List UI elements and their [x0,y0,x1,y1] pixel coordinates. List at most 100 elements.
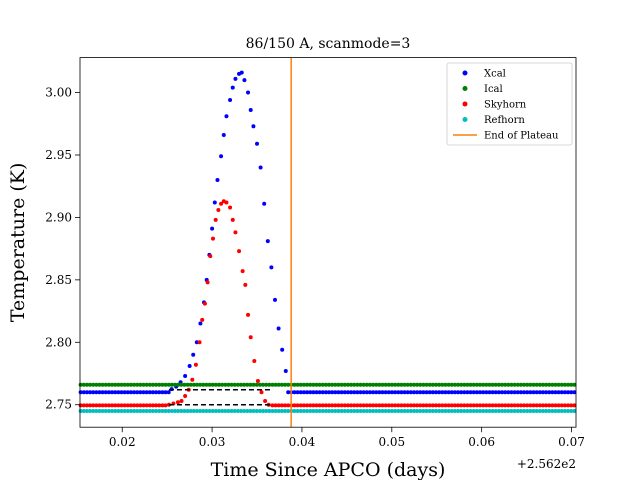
ical-point [91,382,96,387]
ical-point [270,382,275,387]
xcal-point [506,390,511,395]
ical-point [317,382,322,387]
ical-point [191,382,196,387]
ical-point [160,382,165,387]
xcal-point [411,390,416,395]
ical-point [522,382,527,387]
xcal-point [389,390,394,395]
skyhorn-point [138,403,143,408]
xcal-point [301,390,306,395]
ticks-layer: 0.02 0.03 0.04 0.05 0.06 0.07 2.75 2.80 2.85 2.90… [45,86,585,450]
legend-marker-skyhorn [462,101,468,107]
skyhorn-point [224,200,229,205]
skyhorn-point [349,403,354,408]
refhorn-point [434,408,439,413]
skyhorn-point [259,390,264,395]
skyhorn-point [270,403,275,408]
ical-point [179,382,184,387]
refhorn-point [188,408,193,413]
ical-point [540,382,545,387]
refhorn-point [166,408,171,413]
refhorn-point [97,408,102,413]
skyhorn-point [122,403,127,408]
ical-point [248,382,253,387]
refhorn-point [128,408,133,413]
refhorn-point [185,408,190,413]
ical-point [261,382,266,387]
xcal-point [522,390,527,395]
xcal-point [224,114,229,119]
xcal-point [113,390,118,395]
refhorn-point [358,408,363,413]
xcal-point [468,390,473,395]
refhorn-point [226,408,231,413]
xcal-point [430,390,435,395]
xcal-point [280,347,285,352]
ical-point [220,382,225,387]
skyhorn-point [528,403,533,408]
refhorn-point [176,408,181,413]
ical-point [223,382,228,387]
skyhorn-point [496,403,501,408]
xcal-point [251,124,256,129]
legend-marker-xcal [462,70,468,76]
xcal-point [540,390,545,395]
skyhorn-point [273,403,278,408]
skyhorn-point [531,403,536,408]
xcal-point [212,200,217,205]
ical-point [468,382,473,387]
skyhorn-point [190,377,195,382]
xcal-point [265,239,270,244]
legend-marker-refhorn [462,117,468,122]
refhorn-point [91,408,96,413]
ical-point [434,382,439,387]
refhorn-point [509,408,514,413]
xcal-point [81,390,86,395]
xcal-point [534,390,539,395]
ical-point [411,382,416,387]
refhorn-point [245,408,250,413]
xcal-point [562,390,567,395]
refhorn-point [327,408,332,413]
refhorn-point [415,408,420,413]
refhorn-point [301,408,306,413]
xcal-point [427,390,432,395]
ical-point [456,382,461,387]
ical-point [383,382,388,387]
ical-point [559,382,564,387]
skyhorn-point [537,403,542,408]
skyhorn-point [355,403,360,408]
refhorn-point [345,408,350,413]
xcal-point [183,374,188,379]
points-layer [78,70,577,413]
xcal-point [355,390,360,395]
skyhorn-point [197,340,202,345]
refhorn-point [220,408,225,413]
refhorn-point [198,408,203,413]
refhorn-point [374,408,379,413]
skyhorn-point [243,282,248,287]
skyhorn-point [125,403,130,408]
ical-point [377,382,382,387]
ical-point [257,382,262,387]
y-tick-label: 2.75 [45,398,72,412]
x-tick-label: 0.06 [468,435,495,449]
refhorn-point [421,408,426,413]
ical-point [239,382,244,387]
skyhorn-point [506,403,511,408]
skyhorn-point [402,403,407,408]
ical-point [150,382,155,387]
ical-point [440,382,445,387]
ical-point [157,382,162,387]
refhorn-point [547,408,552,413]
xcal-point [144,390,149,395]
refhorn-point [437,408,442,413]
ical-point [333,382,338,387]
ical-point [283,382,288,387]
refhorn-point [88,408,93,413]
xcal-point [367,390,372,395]
refhorn-point [179,408,184,413]
ical-point [481,382,486,387]
xcal-point [97,390,102,395]
